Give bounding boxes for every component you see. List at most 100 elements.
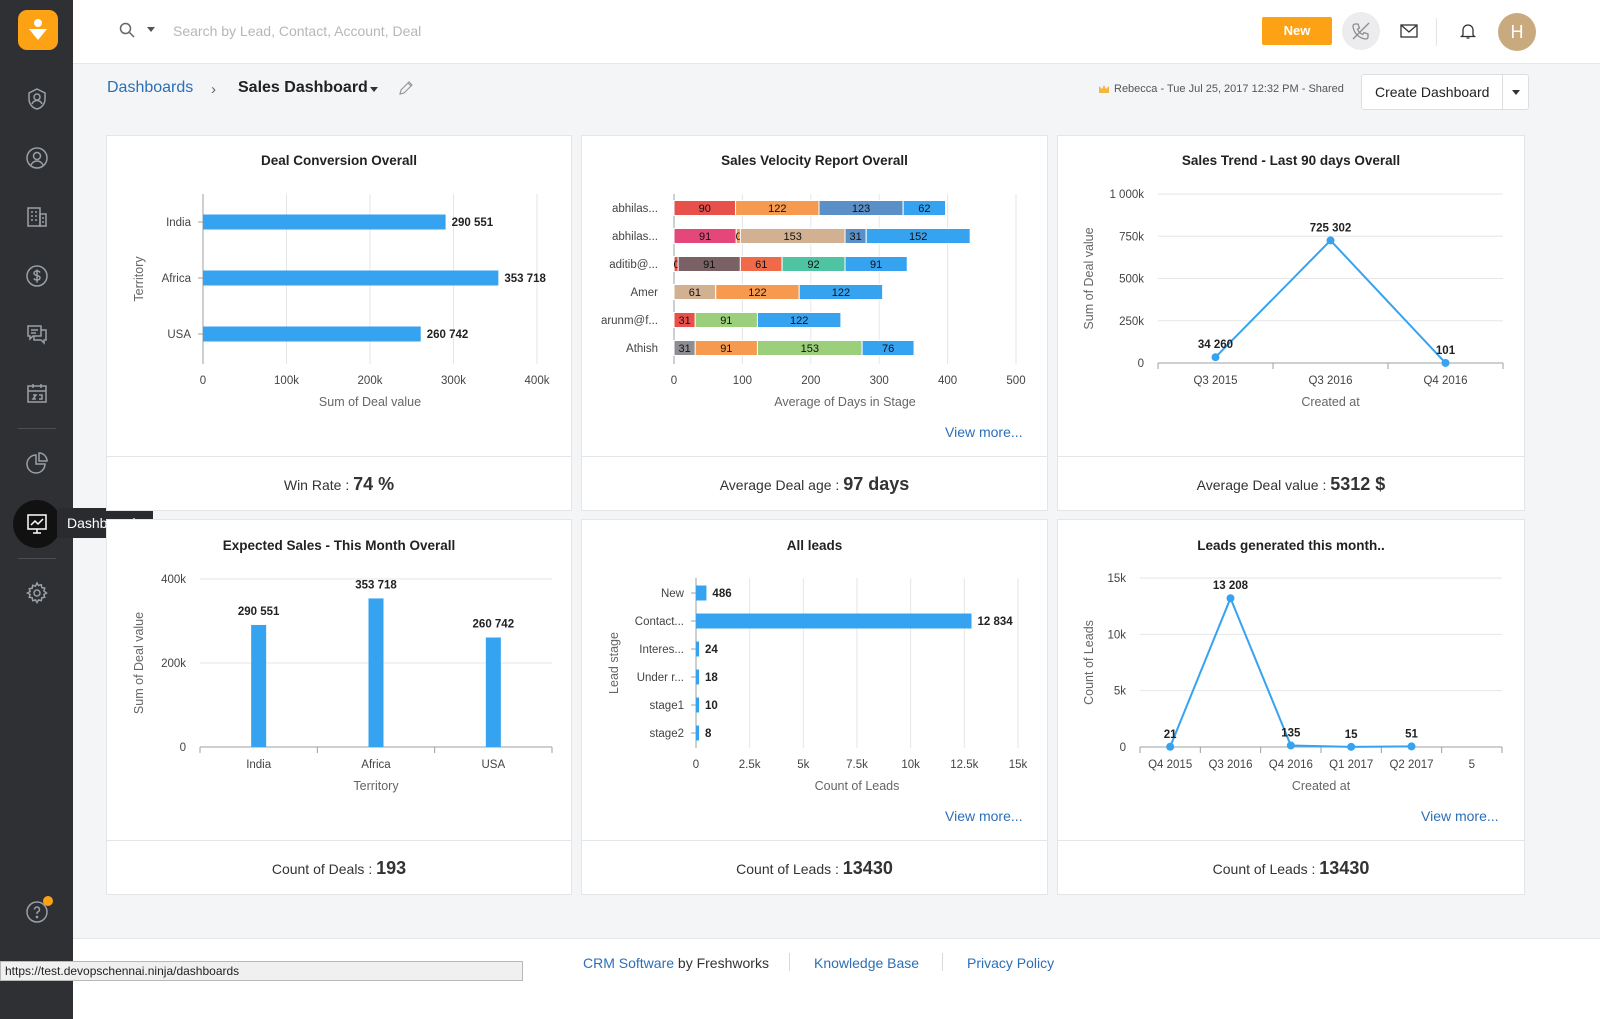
bar-segment [798, 284, 884, 300]
notifications-button[interactable] [1449, 12, 1487, 50]
x-tick-label: 200k [358, 375, 383, 387]
y-axis-title: Count of Leads [1082, 620, 1096, 705]
sidebar-item-dashboards[interactable] [13, 500, 61, 548]
knowledge-base-link[interactable]: Knowledge Base [814, 955, 920, 971]
create-dashboard-dropdown[interactable] [1512, 90, 1520, 95]
card-expected-sales: Expected Sales - This Month Overall 0 200… [106, 519, 572, 895]
y-tick-label: Amer [631, 287, 659, 299]
view-more-link[interactable]: View more... [1421, 808, 1499, 824]
footer-label: Average Deal age : [719, 477, 844, 493]
data-label: 353 718 [504, 273, 546, 285]
segment-label: 31 [678, 343, 690, 355]
series-line [1214, 238, 1447, 364]
x-tick-label: Q4 2015 [1148, 759, 1192, 771]
y-tick-label: abhilas... [612, 231, 658, 243]
sales-velocity-chart: 0 100 200 300 400 500 abhilas... 90 122 123 62 abhi… [601, 194, 1026, 409]
footer-value: 13430 [1319, 858, 1370, 878]
bar-segment [756, 312, 842, 328]
x-tick-label: Q3 2015 [1193, 375, 1237, 387]
x-tick-label: 7.5k [846, 759, 868, 771]
x-tick-label: 200 [801, 375, 820, 387]
all-leads-chart: 0 2.5k 5k 7.5k 10k 12.5k 15k New 486 Contact... 12… [607, 578, 1028, 793]
page-title[interactable]: Sales Dashboard [238, 79, 368, 96]
search-scope-dropdown[interactable] [147, 27, 155, 32]
data-label: 18 [705, 672, 718, 684]
y-tick-label: aditib@... [609, 259, 658, 271]
pencil-icon[interactable] [398, 80, 414, 96]
logo-icon [29, 19, 47, 40]
card-all-leads: All leads 0 2.5k 5k 7.5k 10k 12.5k 15k New 486 Co… [581, 519, 1048, 895]
new-button[interactable]: New [1262, 17, 1332, 45]
phone-button[interactable] [1342, 12, 1380, 50]
sidebar-item-users[interactable] [22, 143, 52, 173]
avatar[interactable]: H [1498, 13, 1536, 51]
segment-label: 153 [783, 231, 801, 243]
data-point [1211, 353, 1220, 362]
series-line [1169, 595, 1412, 748]
y-axis-title: Sum of Deal value [132, 612, 146, 714]
bar-segment [861, 340, 915, 356]
y-tick-label: 5k [1114, 686, 1126, 698]
data-label: 15 [1345, 729, 1358, 741]
x-tick-label: Q4 2016 [1423, 375, 1467, 387]
x-tick-label: Q3 2016 [1208, 759, 1252, 771]
y-tick-label: 15k [1107, 573, 1126, 585]
segment-label: 91 [720, 315, 732, 327]
segment-label: 0 [673, 259, 679, 271]
data-label: 486 [712, 588, 731, 600]
card-title: All leads [786, 538, 843, 553]
x-tick-label: 0 [200, 375, 206, 387]
building-icon [27, 207, 47, 227]
privacy-policy-link[interactable]: Privacy Policy [967, 955, 1055, 971]
gear-icon [25, 581, 48, 605]
y-tick-label: abhilas... [612, 203, 658, 215]
y-tick-label: stage1 [649, 700, 684, 712]
y-tick-label: India [166, 217, 192, 229]
card-footer: Count of Deals : 193 [107, 840, 571, 895]
segment-label: 0 [736, 231, 742, 243]
data-point [1286, 741, 1295, 750]
data-label: 725 302 [1310, 222, 1352, 234]
help-button[interactable] [22, 897, 52, 927]
sidebar-item-deals[interactable] [22, 261, 52, 291]
search-icon[interactable] [119, 22, 135, 38]
view-more-link[interactable]: View more... [945, 808, 1023, 824]
x-tick-label: Q2 2017 [1389, 759, 1433, 771]
view-more-link[interactable]: View more... [945, 424, 1023, 440]
segment-label: 90 [699, 203, 711, 215]
sidebar-item-conversations[interactable] [22, 319, 52, 349]
segment-label: 76 [882, 343, 894, 355]
data-label: 10 [705, 700, 718, 712]
bar [203, 214, 446, 230]
data-point [1166, 742, 1175, 751]
segment-label: 122 [748, 287, 766, 299]
email-button[interactable] [1390, 12, 1428, 50]
data-point [1226, 594, 1235, 603]
bar [696, 613, 972, 629]
sidebar-divider [18, 558, 56, 559]
data-label: 290 551 [452, 217, 494, 229]
x-axis-title: Sum of Deal value [319, 395, 421, 409]
footer-divider [942, 953, 943, 971]
breadcrumb-dashboards[interactable]: Dashboards [107, 79, 194, 96]
sidebar-item-reports[interactable] [22, 448, 52, 478]
bar [696, 641, 699, 657]
crown-icon [1099, 85, 1109, 93]
sidebar-item-accounts[interactable] [22, 202, 52, 232]
card-footer: Average Deal age : 97 days [582, 456, 1047, 511]
search-input[interactable] [173, 18, 593, 44]
create-dashboard-button[interactable]: Create Dashboard [1361, 74, 1529, 110]
crm-software-link[interactable]: CRM Software [583, 955, 675, 971]
y-tick-label: 250k [1119, 316, 1144, 328]
x-tick-label: 5 [1469, 759, 1475, 771]
mail-icon [1400, 24, 1418, 38]
sidebar: Dashboards [0, 0, 153, 1019]
sidebar-item-contacts[interactable] [22, 84, 52, 114]
sidebar-item-settings[interactable] [22, 578, 52, 608]
segment-label: 91 [720, 343, 732, 355]
footer-value: 5312 $ [1330, 474, 1386, 494]
sidebar-item-calendar[interactable] [22, 378, 52, 408]
x-tick-label: 10k [901, 759, 920, 771]
dashboard-switch-dropdown[interactable] [370, 87, 378, 92]
freshsales-logo[interactable] [18, 10, 58, 50]
